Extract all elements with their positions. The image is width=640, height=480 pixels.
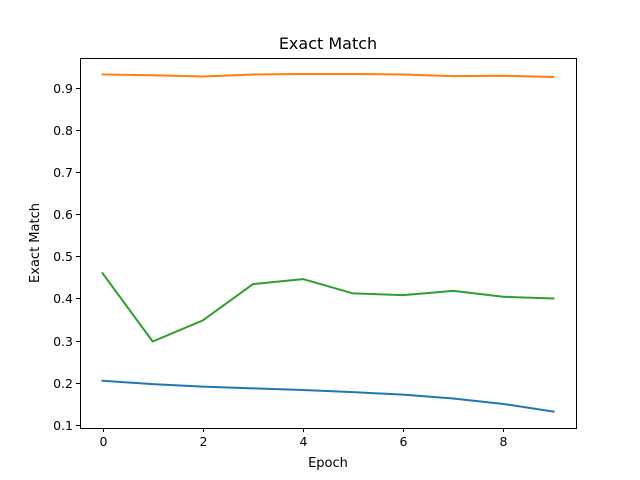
series-line-1 [101, 379, 555, 413]
x-axis: 0 2 4 6 8 [100, 428, 508, 449]
y-tick-label: 0.5 [53, 249, 73, 264]
y-axis: 0.1 0.2 0.3 0.4 0.5 0.6 0.7 0.8 0.9 [53, 81, 80, 433]
plot-area-frame [80, 58, 577, 429]
series-layer [101, 73, 555, 413]
x-tick-label: 2 [200, 434, 208, 449]
y-tick-label: 0.7 [53, 165, 73, 180]
y-tick-label: 0.1 [53, 418, 73, 433]
x-tick-label: 0 [100, 434, 108, 449]
y-tick-label: 0.6 [53, 207, 73, 222]
x-tick-label: 6 [400, 434, 408, 449]
x-axis-label: Epoch [308, 456, 348, 471]
series-line-2 [101, 73, 555, 79]
y-tick-label: 0.9 [53, 81, 73, 96]
series-line-3 [101, 271, 555, 343]
y-tick-label: 0.3 [53, 334, 73, 349]
chart-title: Exact Match [279, 34, 377, 53]
x-tick-label: 8 [500, 434, 508, 449]
y-axis-label: Exact Match [28, 203, 43, 283]
y-tick-label: 0.2 [53, 376, 73, 391]
y-tick-label: 0.4 [53, 291, 73, 306]
x-tick-label: 4 [300, 434, 308, 449]
y-tick-label: 0.8 [53, 123, 73, 138]
